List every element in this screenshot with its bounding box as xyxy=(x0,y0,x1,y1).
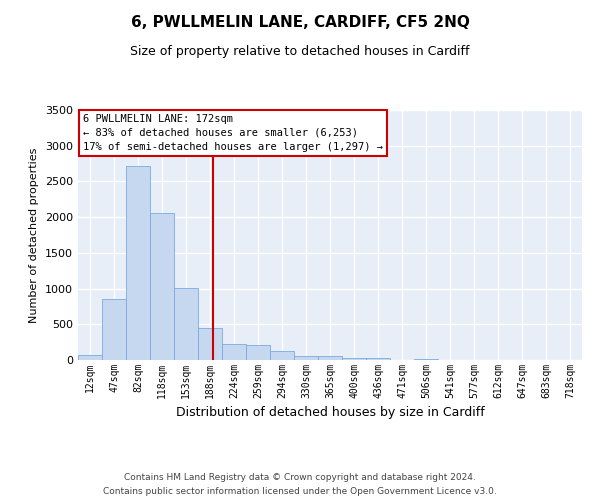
Text: Contains public sector information licensed under the Open Government Licence v3: Contains public sector information licen… xyxy=(103,488,497,496)
Bar xyxy=(270,350,294,360)
Bar xyxy=(126,166,150,360)
Bar xyxy=(342,358,366,360)
Text: Contains HM Land Registry data © Crown copyright and database right 2024.: Contains HM Land Registry data © Crown c… xyxy=(124,472,476,482)
Text: 6 PWLLMELIN LANE: 172sqm
← 83% of detached houses are smaller (6,253)
17% of sem: 6 PWLLMELIN LANE: 172sqm ← 83% of detach… xyxy=(83,114,383,152)
Text: Size of property relative to detached houses in Cardiff: Size of property relative to detached ho… xyxy=(130,45,470,58)
Y-axis label: Number of detached properties: Number of detached properties xyxy=(29,148,40,322)
Bar xyxy=(246,344,270,360)
Text: 6, PWLLMELIN LANE, CARDIFF, CF5 2NQ: 6, PWLLMELIN LANE, CARDIFF, CF5 2NQ xyxy=(131,15,469,30)
Bar xyxy=(318,356,342,360)
Bar xyxy=(366,358,390,360)
Bar xyxy=(198,328,222,360)
Bar xyxy=(174,288,198,360)
Bar xyxy=(78,356,102,360)
Bar xyxy=(102,298,126,360)
Bar xyxy=(294,356,318,360)
Bar xyxy=(222,344,246,360)
Bar xyxy=(150,213,174,360)
X-axis label: Distribution of detached houses by size in Cardiff: Distribution of detached houses by size … xyxy=(176,406,484,420)
